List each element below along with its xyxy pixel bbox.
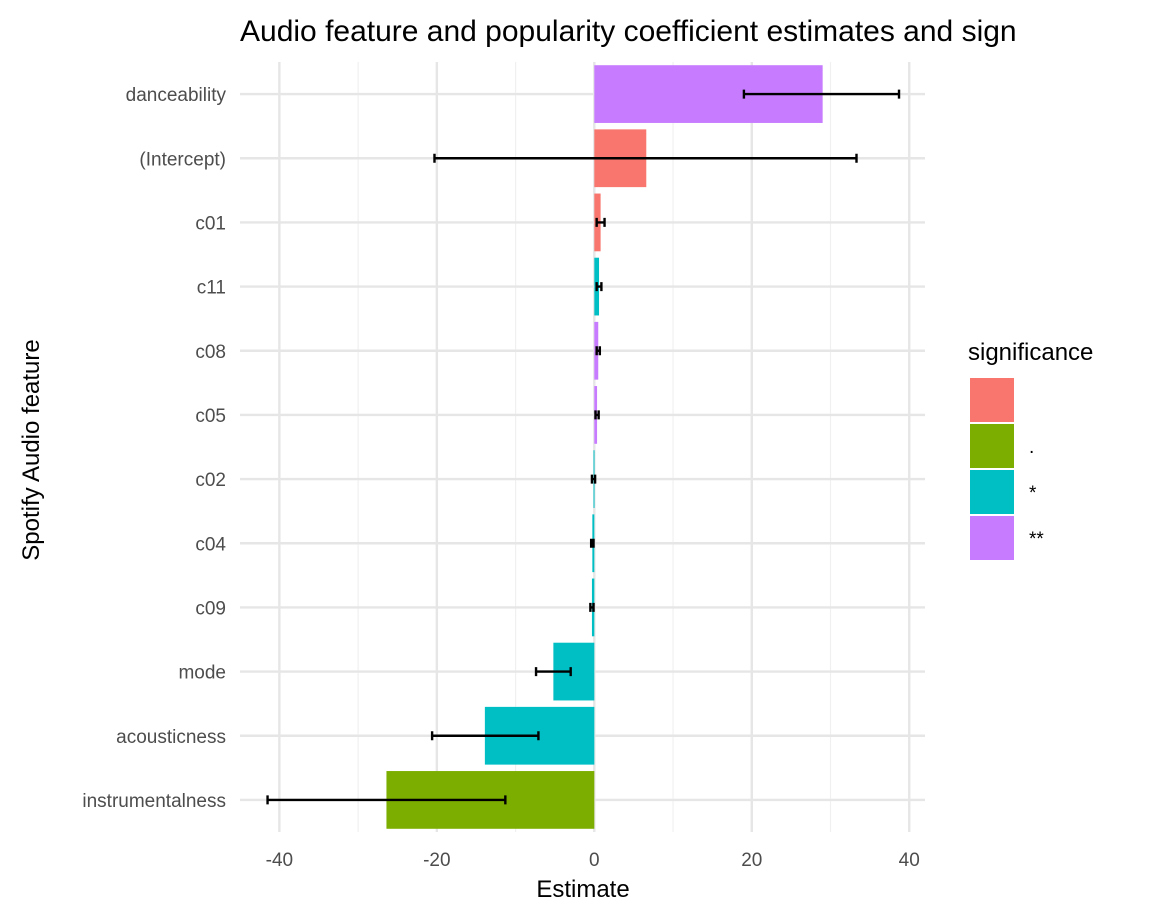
error-bars-layer xyxy=(266,89,901,805)
legend-title: significance xyxy=(968,339,1093,366)
error-bar-mode xyxy=(534,667,572,677)
x-axis-title: Estimate xyxy=(536,876,629,903)
error-bar-(Intercept) xyxy=(433,153,858,163)
plot-grid xyxy=(240,62,925,832)
chart-title: Audio feature and popularity coefficient… xyxy=(240,15,1017,48)
error-bar-c11 xyxy=(595,282,603,292)
y-tick-label: c05 xyxy=(195,406,226,427)
y-tick-labels: danceability (Intercept) c01 c11 c08 c05 c02 c0… xyxy=(82,85,226,812)
error-bar-c05 xyxy=(594,410,600,420)
bars-layer xyxy=(386,65,823,829)
y-tick-label: c01 xyxy=(195,213,226,234)
legend-label: ** xyxy=(1029,529,1044,550)
x-tick-label: -20 xyxy=(423,850,450,871)
y-axis-title: Spotify Audio feature xyxy=(18,339,45,560)
legend-key xyxy=(970,516,1014,560)
x-tick-label: 0 xyxy=(589,850,600,871)
x-tick-labels: -40 -20 0 20 40 xyxy=(266,850,920,871)
y-tick-label: acousticness xyxy=(116,727,226,748)
error-bar-instrumentalness xyxy=(266,795,507,805)
y-tick-label: c02 xyxy=(195,470,226,491)
y-tick-label: c04 xyxy=(195,534,226,555)
y-tick-label: instrumentalness xyxy=(82,791,226,812)
error-bar-c09 xyxy=(589,602,595,612)
x-tick-label: -40 xyxy=(266,850,293,871)
legend-key xyxy=(970,470,1014,514)
y-tick-label: mode xyxy=(178,663,226,684)
error-bar-c08 xyxy=(595,346,602,356)
error-bar-c04 xyxy=(589,538,595,548)
y-tick-label: (Intercept) xyxy=(139,149,226,170)
y-tick-label: danceability xyxy=(126,85,227,106)
error-bar-c01 xyxy=(595,217,606,227)
legend-label: * xyxy=(1029,483,1037,504)
x-tick-label: 40 xyxy=(899,850,920,871)
y-tick-label: c08 xyxy=(195,342,226,363)
error-bar-c02 xyxy=(590,474,597,484)
x-tick-label: 20 xyxy=(741,850,762,871)
error-bar-acousticness xyxy=(430,731,540,741)
y-tick-label: c11 xyxy=(197,278,226,299)
error-bar-danceability xyxy=(742,89,901,99)
legend-key xyxy=(970,424,1014,468)
legend: significance .*** xyxy=(968,339,1093,560)
legend-key xyxy=(970,378,1014,422)
y-tick-label: c09 xyxy=(195,598,226,619)
legend-label: . xyxy=(1029,437,1034,458)
